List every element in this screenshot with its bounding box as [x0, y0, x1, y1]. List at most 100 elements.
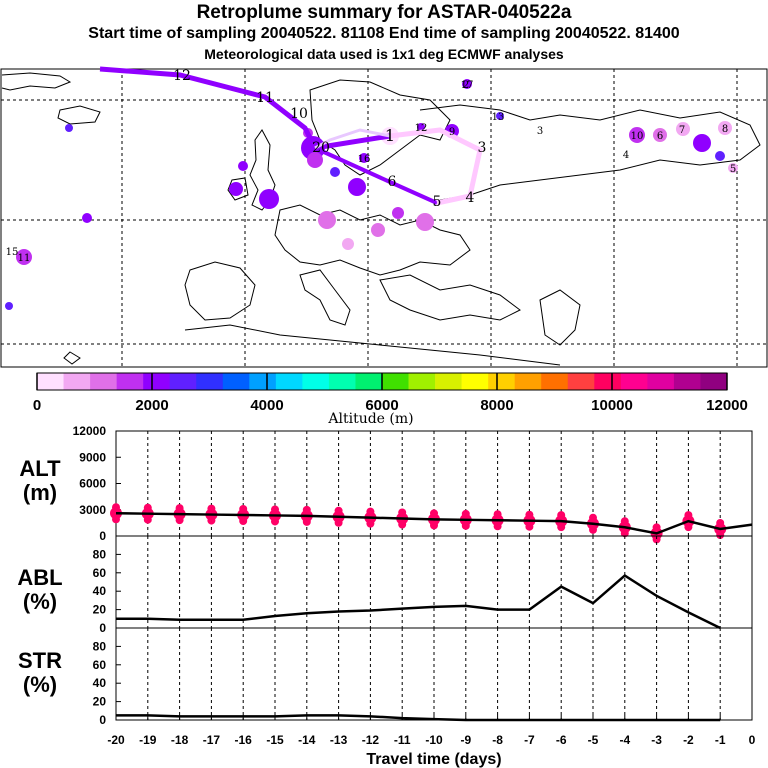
- map-point-label: 16: [358, 154, 371, 165]
- colorbar-swatch: [37, 373, 64, 390]
- coast-ireland: [227, 177, 249, 201]
- alt-scatter: [110, 503, 727, 544]
- colorbar-swatch: [594, 373, 622, 390]
- alt-scatter-point: [143, 515, 152, 524]
- plume-marker: [65, 124, 73, 132]
- alt-scatter-point: [684, 523, 693, 532]
- title-line-1: Retroplume summary for ASTAR-040522a: [196, 2, 572, 23]
- plume-marker: [16, 249, 32, 265]
- alt-scatter-point: [398, 508, 407, 517]
- trajectory-segment-south: [314, 146, 438, 205]
- map-point-label: 4: [623, 150, 629, 161]
- panel-ylabel: ALT: [19, 456, 61, 481]
- y-tick-label: 9000: [79, 450, 106, 464]
- track-label: 6: [388, 174, 397, 190]
- plume-marker: [238, 161, 248, 171]
- alt-scatter-point: [334, 518, 343, 527]
- colorbar-tick-label: 0: [33, 397, 41, 414]
- plume-marker: [330, 167, 340, 177]
- map-point-label: 10: [631, 131, 644, 142]
- colorbar-swatch: [355, 373, 383, 390]
- alt-scatter-point: [239, 517, 248, 525]
- colorbar-swatch: [435, 373, 462, 390]
- panel-abl: 80 60 40 20 0 ABL(%): [17, 535, 753, 635]
- trajectory-segment-west: [99, 66, 318, 150]
- map-point-label: 15: [6, 247, 19, 258]
- alt-scatter-point: [175, 516, 184, 525]
- x-tick-label: -17: [203, 733, 221, 747]
- y-tick-label: 80: [93, 547, 107, 561]
- alt-scatter-point: [207, 504, 216, 513]
- alt-scatter-point: [175, 504, 184, 513]
- alt-scatter-point: [398, 520, 407, 529]
- x-tick-label: -5: [588, 733, 599, 747]
- x-tick-label: -9: [460, 733, 471, 747]
- colorbar-swatch: [488, 373, 515, 390]
- track-label: 12: [173, 68, 191, 84]
- coast-europe-north: [274, 204, 471, 276]
- coast-russia-arctic: [419, 104, 761, 201]
- map-point-label: 8: [722, 124, 728, 135]
- trajectory-segment-loop: [314, 128, 391, 150]
- track-label: 3: [478, 140, 487, 156]
- alt-scatter-point: [716, 531, 725, 539]
- colorbar-tick-label: 8000: [480, 397, 513, 414]
- colorbar-swatch: [382, 373, 409, 390]
- map-gridlines: [1, 69, 767, 367]
- y-tick-label: 0: [99, 713, 106, 727]
- track-label: 20: [312, 140, 330, 156]
- coast-caspian: [539, 289, 581, 346]
- trajectory-segment-north: [314, 133, 391, 151]
- panel-ylabel: ABL: [17, 565, 62, 590]
- colorbar-swatch: [196, 373, 224, 390]
- plume-marker: [5, 302, 13, 310]
- alt-scatter-point: [493, 522, 502, 531]
- plume-marker: [229, 182, 243, 196]
- map-point-label: 2: [463, 80, 469, 91]
- x-tick-label: -7: [524, 733, 535, 747]
- colorbar-swatch: [700, 373, 728, 390]
- y-tick-label: 12000: [73, 424, 107, 438]
- colorbar-swatch: [143, 373, 170, 390]
- map-point-label: 9: [449, 127, 455, 138]
- colorbar-swatch: [90, 373, 117, 390]
- alt-scatter-point: [493, 510, 502, 519]
- x-tick-label: -13: [330, 733, 348, 747]
- x-tick-label: -6: [556, 733, 567, 747]
- colorbar-tick-label: 10000: [591, 397, 633, 414]
- colorbar-tick-label: 2000: [135, 397, 168, 414]
- plume-marker: [348, 178, 366, 196]
- colorbar-swatch: [275, 373, 303, 390]
- track-label: 11: [256, 90, 274, 106]
- y-tick-label: 0: [99, 529, 106, 543]
- trajectory-segment-east: [389, 127, 483, 206]
- x-tick-label: -16: [235, 733, 253, 747]
- title-line-2: Start time of sampling 20040522. 81108 E…: [88, 25, 680, 42]
- panel-ylabel: STR: [18, 648, 62, 673]
- map-point-label: 17: [461, 80, 474, 91]
- x-tick-label: -1: [715, 733, 726, 747]
- colorbar-swatch: [461, 373, 489, 390]
- plume-marker: [82, 213, 92, 223]
- track-label: 4: [466, 190, 475, 206]
- colorbar-swatch: [116, 373, 144, 390]
- plume-marker: [496, 112, 504, 120]
- plume-marker: [693, 134, 711, 152]
- colorbar: 0 2000 4000 6000 8000 10000 12000 Altitude (m): [33, 372, 748, 427]
- time-series-panels: 120009000600030000ALT(m)806040200ABL(%)8…: [17, 424, 755, 768]
- y-tick-label: 6000: [79, 477, 106, 491]
- x-tick-label: -14: [298, 733, 316, 747]
- plume-marker: [371, 223, 385, 237]
- alt-scatter-point: [271, 505, 279, 514]
- plume-marker: [392, 207, 404, 219]
- y-tick-label: 60: [93, 566, 107, 580]
- colorbar-label: Altitude (m): [327, 411, 413, 427]
- colorbar-ticks: 0 2000 4000 6000 8000 10000 12000: [33, 373, 748, 414]
- x-tick-label: -4: [619, 733, 630, 747]
- alt-scatter-point: [557, 511, 566, 520]
- alt-scatter-point: [430, 521, 438, 530]
